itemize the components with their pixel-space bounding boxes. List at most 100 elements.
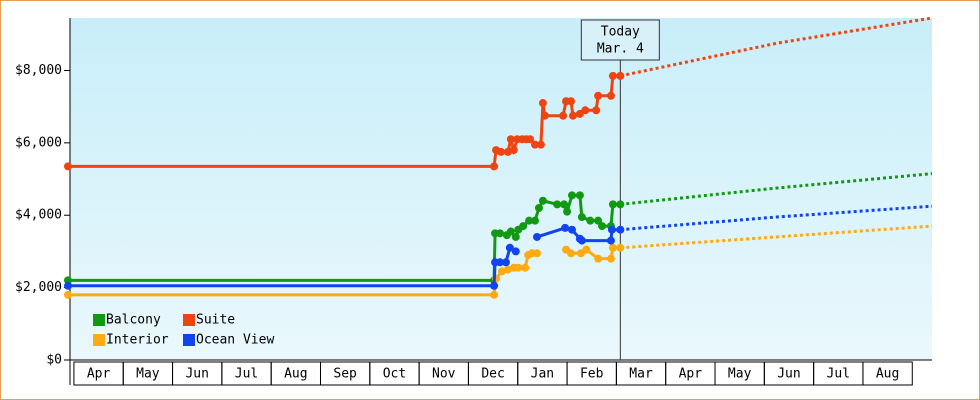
point [64,290,72,299]
point [560,200,569,209]
point [582,245,591,254]
x-tick-label: Nov [432,367,456,382]
legend-label: Ocean View [196,333,274,348]
point [64,162,72,171]
point [608,71,617,80]
point [594,254,603,263]
today-box [580,19,660,61]
point [532,249,541,258]
legend-swatch [183,334,195,346]
x-tick-label: Feb [580,367,604,382]
point [536,140,545,149]
point [496,258,504,267]
y-tick-label: $2,000 [15,280,62,295]
x-tick-label: Jul [827,367,850,382]
point [568,111,577,120]
y-tick-label: $8,000 [15,63,62,78]
point [64,281,72,290]
point [581,106,590,115]
point [616,225,625,234]
x-tick-label: May [136,367,160,382]
point [501,258,510,267]
point [540,111,549,120]
point [575,191,584,200]
point [608,200,617,209]
legend-swatch [183,314,195,326]
x-tick-label: Apr [679,367,703,382]
point [531,140,540,149]
x-tick-label: Oct [383,367,406,382]
x-tick-label: Jun [185,367,208,382]
layer: $0 $2,000 $4,000 $6,000 $8,000 Apr May Jun Jul Au… [15,16,933,386]
x-tick-label: Jul [235,367,258,382]
x-tick-label: Sep [333,367,357,382]
point [506,227,515,236]
legend-swatch [93,314,105,326]
x-tick-label: Dec [481,367,504,382]
y-tick-label: $6,000 [15,135,62,150]
legend-label: Suite [196,313,235,328]
point [505,243,514,252]
point [568,191,576,200]
point [616,243,625,252]
point [577,213,586,222]
y-tick-label: $4,000 [15,208,62,223]
point [525,216,534,225]
point [586,216,595,225]
point [592,106,601,115]
point [598,222,607,231]
projection-line [620,224,933,250]
today-label: Today [601,25,640,40]
point [509,146,518,155]
point [559,111,568,120]
legend-swatch [93,334,105,346]
point [594,91,603,100]
point [608,243,617,252]
legend-label: Balcony [106,313,161,328]
point [577,236,586,245]
point [553,200,562,209]
x-tick-label: Jun [777,367,800,382]
point [519,222,528,231]
point [567,97,576,106]
point [534,204,543,212]
point [496,147,505,156]
point [561,223,570,232]
point [538,99,547,108]
today-label: Mar. 4 [597,42,644,57]
point [567,249,576,258]
x-tick-cell [862,361,913,386]
projection-line [620,16,933,78]
point [506,135,515,144]
x-tick-label: Aug [876,367,899,382]
point [616,200,625,209]
point [526,135,535,144]
point [616,71,625,80]
point [532,232,541,241]
projection-line [620,172,933,206]
point [490,281,499,290]
point [538,196,547,205]
point [606,236,615,245]
point [568,225,576,234]
point [531,216,540,225]
y-tick-label: $0 [46,353,62,368]
point [607,225,616,234]
point [563,207,572,216]
point [514,263,523,272]
x-tick-label: Apr [87,367,111,382]
legend-label: Interior [106,333,169,348]
point [521,263,530,272]
x-tick-label: Jan [531,367,554,382]
point [490,162,499,171]
point [606,254,615,263]
point [511,247,520,256]
x-tick-label: Aug [284,367,307,382]
point [496,229,504,238]
plot-area [70,18,932,360]
x-tick-label: May [728,367,752,382]
point [606,91,615,100]
point [511,232,520,241]
